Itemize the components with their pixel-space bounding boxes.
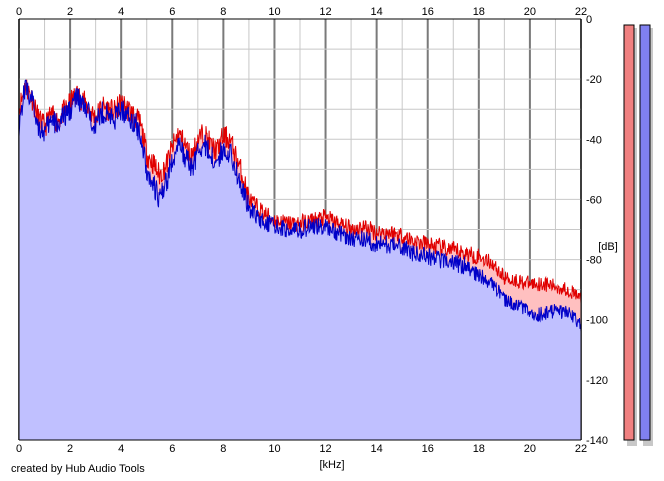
level-meters (623, 24, 653, 446)
series-fill (19, 80, 581, 440)
y-tick-label: -100 (586, 315, 608, 327)
x-tick-label-top: 10 (268, 6, 280, 18)
x-axis-label: [kHz] (319, 459, 344, 471)
x-tick-label-bottom: 12 (319, 443, 331, 455)
x-tick-label-bottom: 2 (67, 443, 73, 455)
spectrum-fills (19, 79, 581, 440)
x-tick-label-bottom: 10 (268, 443, 280, 455)
x-tick-label-bottom: 14 (371, 443, 383, 455)
x-tick-label-top: 12 (319, 6, 331, 18)
y-tick-label: -120 (586, 375, 608, 387)
y-axis-label: [dB] (598, 241, 618, 253)
x-tick-label-top: 4 (118, 6, 124, 18)
level-meter (639, 24, 651, 441)
y-tick-label: -80 (586, 255, 602, 267)
x-tick-label-bottom: 18 (473, 443, 485, 455)
y-tick-label: -20 (586, 74, 602, 86)
x-tick-label-bottom: 16 (422, 443, 434, 455)
axes: 002244668810101212141416161818202022220-… (16, 6, 608, 455)
level-meter (623, 24, 635, 441)
x-tick-label-top: 6 (169, 6, 175, 18)
x-tick-label-top: 22 (575, 6, 587, 18)
y-tick-label: -60 (586, 194, 602, 206)
x-tick-label-bottom: 4 (118, 443, 124, 455)
y-tick-label: -40 (586, 134, 602, 146)
spectrum-lines (18, 79, 582, 332)
x-tick-label-top: 18 (473, 6, 485, 18)
x-tick-label-top: 16 (422, 6, 434, 18)
x-tick-label-top: 8 (220, 6, 226, 18)
y-tick-label: -140 (586, 435, 608, 447)
credit-text: created by Hub Audio Tools (11, 463, 145, 475)
x-tick-label-top: 14 (371, 6, 383, 18)
x-tick-label-top: 0 (16, 6, 22, 18)
x-tick-label-top: 2 (67, 6, 73, 18)
x-tick-label-bottom: 22 (575, 443, 587, 455)
x-tick-label-bottom: 20 (524, 443, 536, 455)
x-tick-label-bottom: 6 (169, 443, 175, 455)
x-tick-label-top: 20 (524, 6, 536, 18)
x-tick-label-bottom: 0 (16, 443, 22, 455)
x-tick-label-bottom: 8 (220, 443, 226, 455)
y-tick-label: 0 (586, 14, 592, 26)
series-line (18, 79, 582, 332)
